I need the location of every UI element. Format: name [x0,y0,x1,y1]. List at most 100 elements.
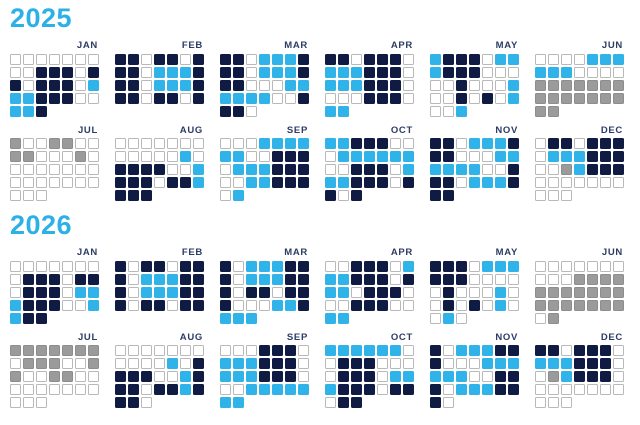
month-block: FEB [115,41,204,117]
day-cell [88,384,99,395]
day-cell [338,286,349,298]
day-cell [167,371,178,382]
day-cell [220,177,231,188]
day-cell [587,79,598,91]
day-cell [351,299,362,311]
day-cell [36,79,47,91]
day-cell [49,345,60,356]
day-cell [495,138,506,149]
day-cell [115,92,126,104]
day-cell [141,260,152,272]
day-cell [574,53,585,65]
day-cell [193,358,204,369]
day-cell [377,260,388,272]
day-cell [430,53,441,65]
day-cell [141,164,152,175]
day-cell [364,164,375,175]
month-label: JUN [601,40,623,51]
month-days-grid [325,53,414,117]
day-cell [508,260,519,272]
day-cell [49,273,60,285]
day-cell [548,260,559,272]
day-cell [220,190,231,201]
day-cell [535,105,546,117]
day-cell [613,151,624,162]
day-cell [587,53,598,65]
day-cell [180,371,191,382]
day-cell [548,79,559,91]
day-cell [587,138,598,149]
day-cell [430,105,441,117]
day-cell [180,286,191,298]
day-cell [115,397,126,408]
day-cell [259,138,270,149]
day-cell [220,384,231,395]
day-cell [456,345,467,356]
day-cell [364,286,375,298]
day-cell [430,92,441,104]
day-cell [10,384,21,395]
day-cell [482,286,493,298]
day-cell [49,53,60,65]
day-cell [193,164,204,175]
day-cell [220,138,231,149]
day-cell [259,273,270,285]
day-cell [338,371,349,382]
day-cell [128,260,139,272]
day-cell [535,273,546,285]
day-cell [220,358,231,369]
month-days-grid [430,345,519,408]
day-cell [390,79,401,91]
day-cell [600,273,611,285]
day-cell [115,273,126,285]
day-cell [62,384,73,395]
day-cell [23,358,34,369]
day-cell [75,151,86,162]
day-cell [88,53,99,65]
month-label: NOV [495,124,518,136]
day-cell [220,66,231,78]
day-cell [561,151,572,162]
month-label: APR [390,40,413,51]
day-cell [377,345,388,356]
day-cell [325,164,336,175]
day-cell [154,371,165,382]
month-block: OCT [325,125,414,201]
day-cell [561,371,572,382]
day-cell [285,345,296,356]
day-cell [62,260,73,272]
day-cell [443,260,454,272]
day-cell [154,177,165,188]
day-cell [561,138,572,149]
day-cell [259,299,270,311]
day-cell [141,397,152,408]
day-cell [613,299,624,311]
day-cell [364,273,375,285]
day-cell [456,384,467,395]
day-cell [495,384,506,395]
day-cell [220,92,231,104]
month-block: DEC [535,125,624,201]
day-cell [259,79,270,91]
year-title-2025: 2025 [10,3,73,33]
day-cell [351,79,362,91]
day-cell [115,371,126,382]
day-cell [495,177,506,188]
day-cell [141,299,152,311]
month-days-grid [535,53,624,117]
day-cell [154,79,165,91]
month-block: MAR [220,41,309,117]
day-cell [167,53,178,65]
month-days-grid [10,260,99,324]
day-cell [23,190,34,201]
day-cell [298,273,309,285]
day-cell [141,345,152,356]
month-days-grid [220,53,309,117]
day-cell [23,397,34,408]
day-cell [23,384,34,395]
day-cell [180,358,191,369]
day-cell [298,164,309,175]
day-cell [390,53,401,65]
day-cell [285,92,296,104]
day-cell [128,53,139,65]
